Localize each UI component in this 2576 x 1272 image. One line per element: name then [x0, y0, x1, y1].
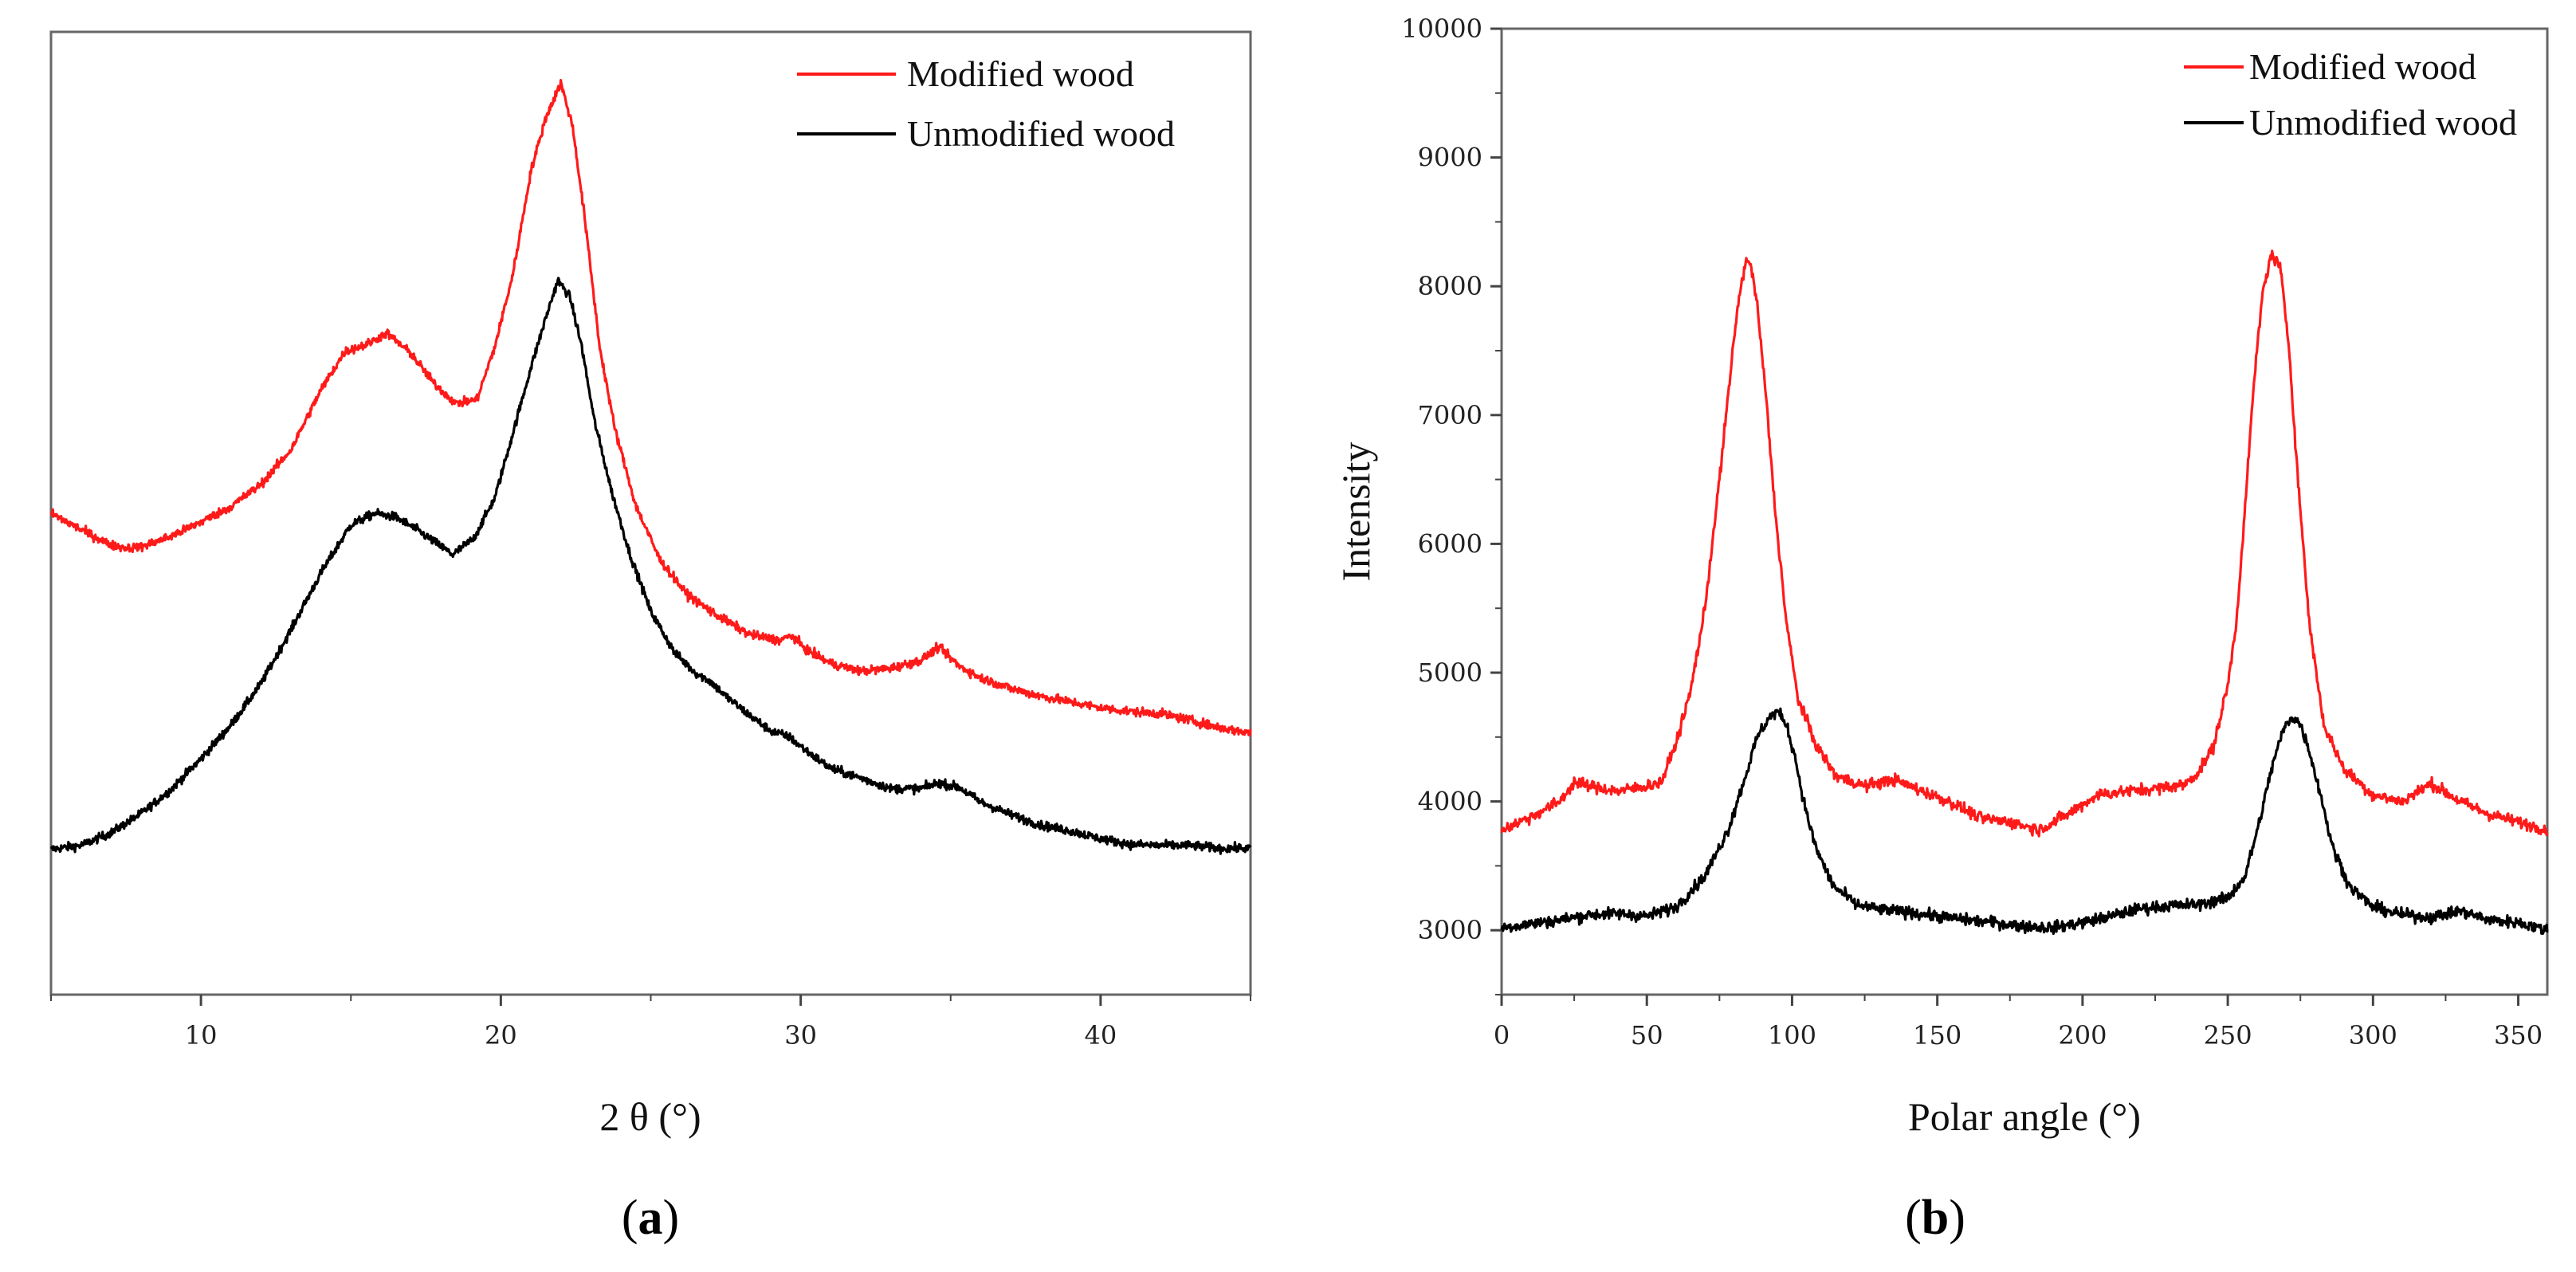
panel-b-polar-angle-chart: 3000 4000 5000 6000 7000 8000 9000 10000 0 50 100… [1333, 14, 2549, 1245]
panel-b-label-letter: b [1922, 1191, 1949, 1245]
panel-b-y-tick-label: 7000 [1418, 400, 1482, 430]
panel-b-x-tick-label: 150 [1913, 1020, 1961, 1050]
panel-b-legend: Modified wood Unmodified wood [2184, 46, 2517, 143]
panel-b-y-axis-title: Intensity [1333, 442, 1378, 582]
panel-a-plot-frame [49, 30, 1252, 996]
panel-a-legend-label: Unmodified wood [907, 113, 1175, 154]
panel-b-y-tick-label: 10000 [1401, 14, 1482, 44]
panel-b-legend-label: Modified wood [2249, 46, 2476, 87]
panel-b-y-tick-label: 4000 [1418, 787, 1482, 817]
panel-b-x-tick-label: 350 [2494, 1020, 2543, 1050]
panel-a-legend-label: Modified wood [907, 53, 1134, 94]
panel-b-y-tick-label: 5000 [1418, 658, 1482, 688]
panel-a-legend: Modified wood Unmodified wood [797, 53, 1175, 154]
panel-b-y-tick-label: 9000 [1418, 143, 1482, 173]
panel-b-x-axis-title: Polar angle (°) [1908, 1094, 2141, 1139]
panel-a-x-axis-title: 2 θ (°) [599, 1094, 701, 1139]
panel-b-x-tick-label: 200 [2058, 1020, 2107, 1050]
panel-b-x-ticks: 0 50 100 150 200 250 300 350 [1494, 995, 2543, 1050]
panel-a-x-tick-label: 20 [485, 1020, 517, 1050]
panel-b-label: (b) [1905, 1191, 1965, 1245]
panel-a-x-tick-label: 40 [1085, 1020, 1117, 1050]
panel-b-y-tick-label: 6000 [1418, 528, 1482, 559]
panel-b-y-ticks: 3000 4000 5000 6000 7000 8000 9000 10000 [1401, 14, 1502, 995]
panel-b-x-tick-label: 100 [1768, 1020, 1816, 1050]
panel-a-series-modified-wood-line [49, 79, 1252, 736]
panel-a-label: (a) [622, 1191, 679, 1245]
panel-b-legend-label: Unmodified wood [2249, 102, 2517, 143]
panel-b-x-tick-label: 300 [2349, 1020, 2397, 1050]
panel-b-series-modified-wood-line [1500, 249, 2549, 838]
panel-a-series [49, 79, 1252, 855]
panel-a-series-unmodified-wood-line [49, 277, 1252, 855]
panel-b-series [1500, 249, 2549, 935]
panel-a-x-tick-label: 30 [784, 1020, 817, 1050]
panel-a-x-ticks: 10 20 30 40 [50, 995, 1251, 1050]
panel-b-series-unmodified-wood-line [1500, 707, 2549, 935]
panel-b-y-tick-label: 8000 [1418, 271, 1482, 301]
panel-b-x-tick-label: 50 [1631, 1020, 1663, 1050]
panel-b-plot-frame [1500, 27, 2549, 996]
panel-a-xrd-chart: 10 20 30 40 Modified wood Unmodified wood 2 … [49, 30, 1252, 1245]
panel-a-label-letter: a [638, 1191, 663, 1245]
panel-b-y-tick-label: 3000 [1418, 915, 1482, 945]
panel-a-x-tick-label: 10 [185, 1020, 218, 1050]
panel-b-x-tick-label: 250 [2204, 1020, 2252, 1050]
panel-b-x-tick-label: 0 [1494, 1020, 1510, 1050]
